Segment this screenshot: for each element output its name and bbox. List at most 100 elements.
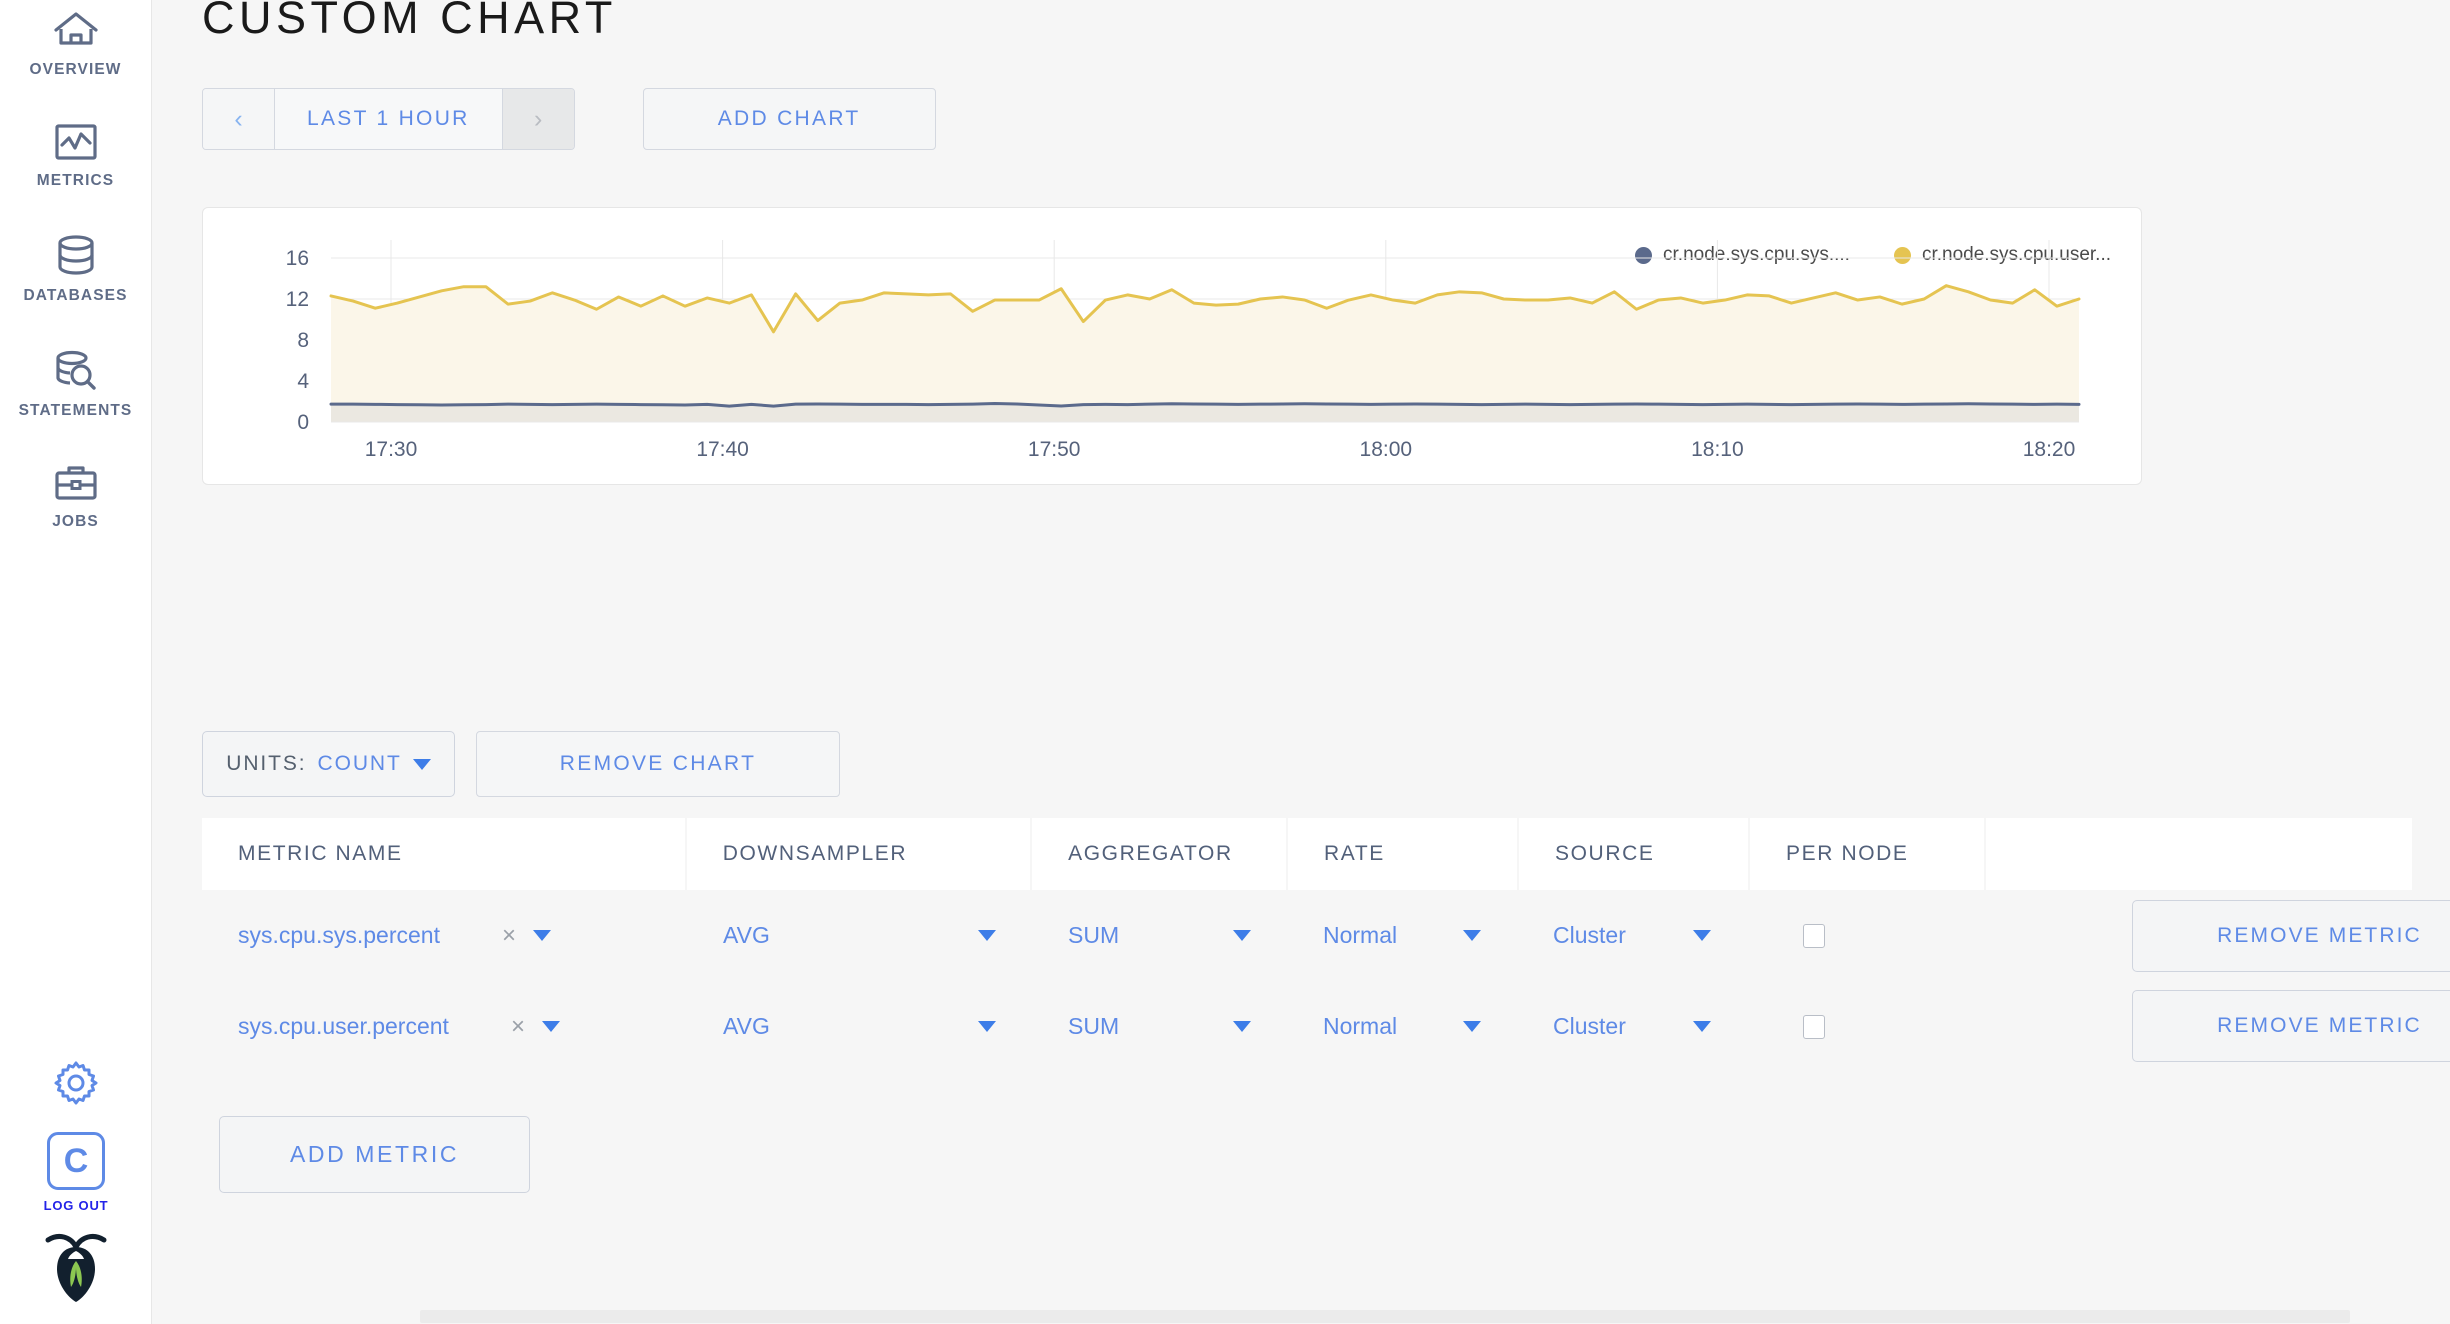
chevron-down-icon — [412, 758, 431, 770]
legend-item[interactable]: cr.node.sys.cpu.sys.... — [1635, 244, 1850, 266]
clear-metric-icon[interactable]: × — [501, 921, 516, 949]
home-icon — [52, 10, 100, 50]
chart-card: cr.node.sys.cpu.sys.... cr.node.sys.cpu.… — [202, 207, 2142, 485]
legend-label: cr.node.sys.cpu.sys.... — [1663, 244, 1850, 265]
rate-dropdown[interactable]: Normal — [1287, 1013, 1517, 1040]
chevron-down-icon — [1233, 1021, 1251, 1032]
aggregator-dropdown[interactable]: SUM — [1032, 1013, 1287, 1040]
per-node-checkbox[interactable] — [1803, 1014, 1825, 1039]
units-dropdown[interactable]: UNITS: COUNT — [202, 731, 455, 797]
remove-metric-button[interactable]: REMOVE METRIC — [2132, 900, 2450, 972]
add-metric-button[interactable]: ADD METRIC — [219, 1116, 530, 1193]
rate-value: Normal — [1323, 922, 1398, 948]
chevron-down-icon — [1463, 1021, 1481, 1032]
column-header-per-node: PER NODE — [1750, 818, 1985, 890]
range-prev-button[interactable]: ‹ — [203, 89, 275, 149]
add-chart-button[interactable]: ADD CHART — [642, 88, 936, 150]
sidebar: OVERVIEW METRICS DATABASES — [0, 0, 152, 1324]
chevron-down-icon — [1693, 1021, 1711, 1032]
source-dropdown[interactable]: Cluster — [1517, 922, 1747, 949]
downsampler-dropdown[interactable]: AVG — [687, 922, 1032, 949]
range-next-button[interactable]: › — [501, 89, 574, 149]
source-dropdown[interactable]: Cluster — [1517, 1013, 1747, 1040]
per-node-cell — [1747, 1014, 1982, 1039]
svg-text:12: 12 — [286, 288, 309, 311]
metrics-table: METRIC NAME DOWNSAMPLER AGGREGATOR RATE … — [202, 818, 2413, 1072]
metric-name-value: sys.cpu.user.percent — [238, 1013, 449, 1039]
table-row: sys.cpu.sys.percent × AVG SUM Normal — [202, 890, 2412, 981]
scrollbar-thumb[interactable] — [420, 1310, 2350, 1323]
sidebar-bottom-group: C LOG OUT — [0, 1059, 152, 1324]
chevron-down-icon — [978, 930, 996, 941]
column-header-downsampler: DOWNSAMPLER — [686, 818, 1031, 890]
legend-color-swatch — [1893, 246, 1911, 264]
column-header-rate: RATE — [1288, 818, 1518, 890]
logout-button[interactable]: C — [47, 1132, 105, 1190]
legend-item[interactable]: cr.node.sys.cpu.user... — [1893, 244, 2111, 266]
downsampler-value: AVG — [723, 1013, 770, 1039]
cockroach-logo-icon — [43, 1231, 109, 1310]
svg-text:18:10: 18:10 — [1691, 438, 1744, 461]
sidebar-item-label: STATEMENTS — [18, 402, 133, 419]
sidebar-item-overview[interactable]: OVERVIEW — [0, 4, 152, 79]
database-search-icon — [53, 349, 99, 391]
rate-dropdown[interactable]: Normal — [1287, 922, 1517, 949]
table-row: sys.cpu.user.percent × AVG SUM Normal — [202, 981, 2412, 1072]
table-header-row: METRIC NAME DOWNSAMPLER AGGREGATOR RATE … — [202, 818, 2413, 890]
svg-text:17:30: 17:30 — [365, 438, 418, 461]
svg-text:8: 8 — [297, 329, 309, 352]
per-node-checkbox[interactable] — [1803, 923, 1825, 948]
units-value: COUNT — [317, 752, 402, 775]
svg-text:4: 4 — [297, 370, 309, 393]
gear-icon[interactable] — [52, 1059, 100, 1112]
database-icon — [54, 234, 98, 276]
chevron-down-icon — [541, 1021, 560, 1032]
main-content: CUSTOM CHART ‹ LAST 1 HOUR › ADD CHART c… — [152, 0, 2450, 1324]
chevron-down-icon — [978, 1021, 996, 1032]
svg-text:18:20: 18:20 — [2023, 438, 2076, 461]
downsampler-value: AVG — [723, 922, 770, 948]
svg-text:0: 0 — [297, 411, 309, 434]
chart-options-row: UNITS: COUNT REMOVE CHART — [202, 731, 840, 797]
sidebar-item-jobs[interactable]: JOBS — [0, 458, 152, 531]
legend-label: cr.node.sys.cpu.user... — [1921, 244, 2111, 265]
chart-legend: cr.node.sys.cpu.sys.... cr.node.sys.cpu.… — [1635, 244, 2111, 266]
remove-chart-button[interactable]: REMOVE CHART — [476, 731, 840, 797]
column-header-source: SOURCE — [1519, 818, 1749, 890]
remove-metric-button[interactable]: REMOVE METRIC — [2132, 990, 2450, 1062]
range-label-button[interactable]: LAST 1 HOUR — [275, 89, 502, 149]
legend-color-swatch — [1635, 246, 1653, 264]
units-label: UNITS: — [226, 752, 307, 775]
sidebar-item-label: DATABASES — [23, 287, 128, 304]
chevron-down-icon — [1463, 930, 1481, 941]
rate-value: Normal — [1323, 1013, 1398, 1039]
metrics-chart-icon — [54, 123, 98, 161]
per-node-cell — [1747, 923, 1982, 948]
svg-text:16: 16 — [286, 247, 309, 270]
column-header-metric-name: METRIC NAME — [202, 818, 685, 890]
source-value: Cluster — [1553, 1013, 1626, 1039]
metric-name-value: sys.cpu.sys.percent — [238, 922, 440, 948]
aggregator-value: SUM — [1068, 1013, 1120, 1039]
horizontal-scrollbar[interactable] — [152, 1308, 2450, 1324]
chevron-down-icon — [532, 930, 551, 941]
downsampler-dropdown[interactable]: AVG — [687, 1013, 1032, 1040]
sidebar-item-metrics[interactable]: METRICS — [0, 117, 152, 190]
custom-chart-plot[interactable]: 0 4 8 12 16 17:30 17:40 17:50 18:00 18:10 18:20 — [203, 208, 2141, 484]
column-header-aggregator: AGGREGATOR — [1032, 818, 1286, 890]
clear-metric-icon[interactable]: × — [510, 1012, 525, 1040]
metric-name-cell[interactable]: sys.cpu.sys.percent × — [202, 922, 687, 950]
time-range-selector: ‹ LAST 1 HOUR › — [202, 88, 575, 150]
sidebar-item-databases[interactable]: DATABASES — [0, 228, 152, 305]
metric-name-cell[interactable]: sys.cpu.user.percent × — [202, 1013, 687, 1041]
chevron-down-icon — [1233, 930, 1251, 941]
page-title: CUSTOM CHART — [202, 0, 617, 43]
sidebar-item-label: METRICS — [36, 172, 115, 189]
aggregator-dropdown[interactable]: SUM — [1032, 922, 1287, 949]
sidebar-item-statements[interactable]: STATEMENTS — [0, 343, 152, 420]
column-header-actions — [1986, 818, 2413, 890]
sidebar-item-label: OVERVIEW — [29, 61, 122, 78]
chart-card-inner: cr.node.sys.cpu.sys.... cr.node.sys.cpu.… — [203, 208, 2141, 484]
briefcase-icon — [53, 464, 99, 502]
